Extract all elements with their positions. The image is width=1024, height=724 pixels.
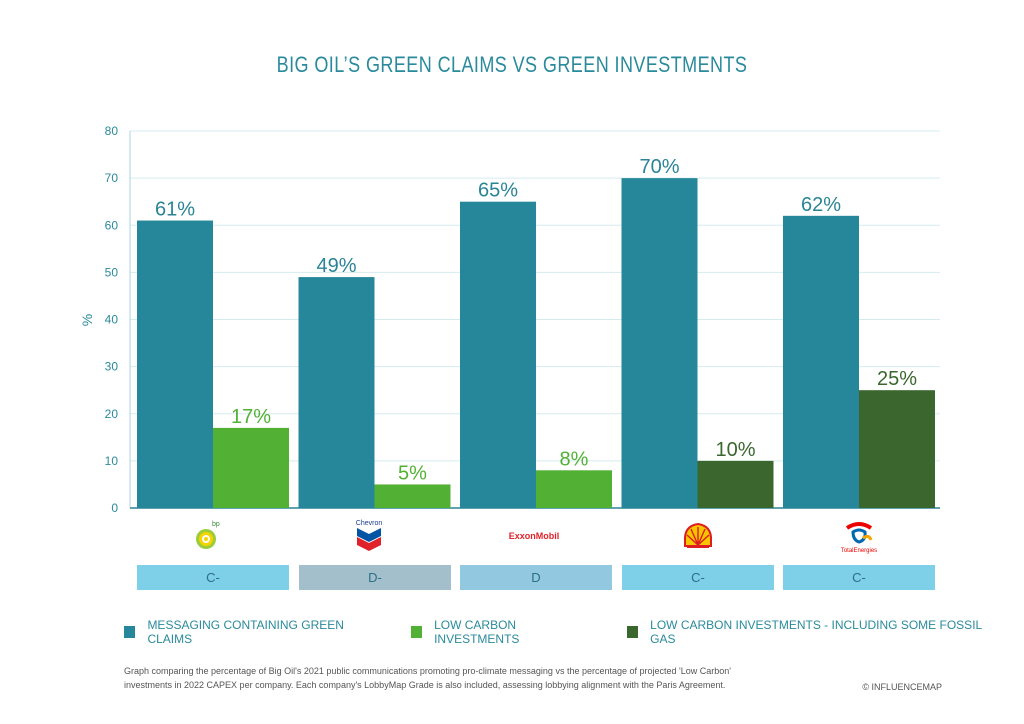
legend-swatch-fossil-gas (626, 626, 639, 638)
chevron-logo: Chevron (329, 516, 409, 556)
bar-green-claims-shell (621, 178, 698, 508)
shell-logo (658, 516, 738, 556)
bar-low-carbon-shell (697, 460, 774, 508)
y-axis-label: % (79, 314, 95, 326)
totalenergies-logo-text: TotalEnergies (841, 548, 877, 554)
data-label-green-claims-bp: 61% (155, 199, 195, 221)
bar-green-claims-totalenergies (783, 215, 859, 508)
bp-logo: bp (166, 516, 246, 556)
grade-badge-totalenergies: C- (783, 565, 935, 590)
legend-swatch-green-claims (124, 626, 136, 638)
data-label-low-carbon-bp: 17% (231, 406, 271, 428)
legend-item-fossil-gas: LOW CARBON INVESTMENTS - INCLUDING SOME … (626, 618, 994, 646)
bp-logo-text: bp (212, 521, 220, 528)
y-tick-label: 0 (111, 501, 118, 515)
legend-item-low-carbon: LOW CARBON INVESTMENTS (410, 618, 597, 646)
legend-label-green-claims: MESSAGING CONTAINING GREEN CLAIMS (147, 618, 344, 646)
y-tick-label: 50 (105, 265, 119, 279)
bar-green-claims-chevron (298, 277, 375, 508)
y-tick-label: 70 (105, 171, 119, 185)
chart-caption: Graph comparing the percentage of Big Oi… (124, 666, 731, 690)
data-label-low-carbon-chevron: 5% (398, 462, 427, 484)
exxonmobil-logo: ExxonMobil (494, 516, 574, 556)
legend-label-low-carbon: LOW CARBON INVESTMENTS (434, 618, 520, 646)
legend-swatch-low-carbon (410, 626, 423, 638)
totalenergies-logo: TotalEnergies (819, 516, 899, 556)
grade-badge-exxonmobil: D (460, 565, 612, 590)
y-tick-label: 10 (105, 454, 119, 468)
y-tick-label: 60 (105, 218, 119, 232)
bar-green-claims-exxonmobil (460, 201, 536, 508)
bar-chart: 0 10 20 30 40 50 60 70 80% 61% 17% 49% 5% 65% 8% 70% 10%… (79, 124, 940, 515)
data-label-low-carbon-shell: 10% (715, 439, 755, 461)
chevron-logo-text: Chevron (356, 520, 383, 527)
y-tick-label: 40 (105, 313, 119, 327)
data-label-low-carbon-exxonmobil: 8% (560, 448, 589, 470)
grade-badge-bp: C- (137, 565, 289, 590)
bar-green-claims-bp (137, 220, 213, 508)
legend-label-fossil-gas: LOW CARBON INVESTMENTS - INCLUDING SOME … (650, 618, 982, 646)
bar-low-carbon-chevron (374, 484, 451, 508)
data-label-green-claims-shell: 70% (639, 156, 679, 178)
y-tick-label: 30 (105, 360, 119, 374)
chart-title: BIG OIL’S GREEN CLAIMS VS GREEN INVESTME… (276, 52, 748, 77)
y-tick-label: 20 (105, 407, 119, 421)
bar-low-carbon-totalenergies (859, 390, 935, 508)
data-label-green-claims-exxonmobil: 65% (478, 180, 518, 202)
legend-item-green-claims: MESSAGING CONTAINING GREEN CLAIMS (124, 618, 381, 646)
bar-low-carbon-bp (213, 427, 289, 508)
data-label-green-claims-chevron: 49% (316, 255, 356, 277)
grade-badge-shell: C- (622, 565, 774, 590)
grade-badge-chevron: D- (299, 565, 451, 590)
bar-low-carbon-exxonmobil (536, 470, 612, 508)
exxonmobil-logo-text: ExxonMobil (509, 531, 560, 541)
y-tick-label: 80 (105, 124, 119, 138)
credit-text: © INFLUENCEMAP (862, 682, 942, 692)
data-label-low-carbon-totalenergies: 25% (877, 368, 917, 390)
chart-legend: MESSAGING CONTAINING GREEN CLAIMS LOW CA… (124, 618, 1024, 646)
data-label-green-claims-totalenergies: 62% (801, 194, 841, 216)
